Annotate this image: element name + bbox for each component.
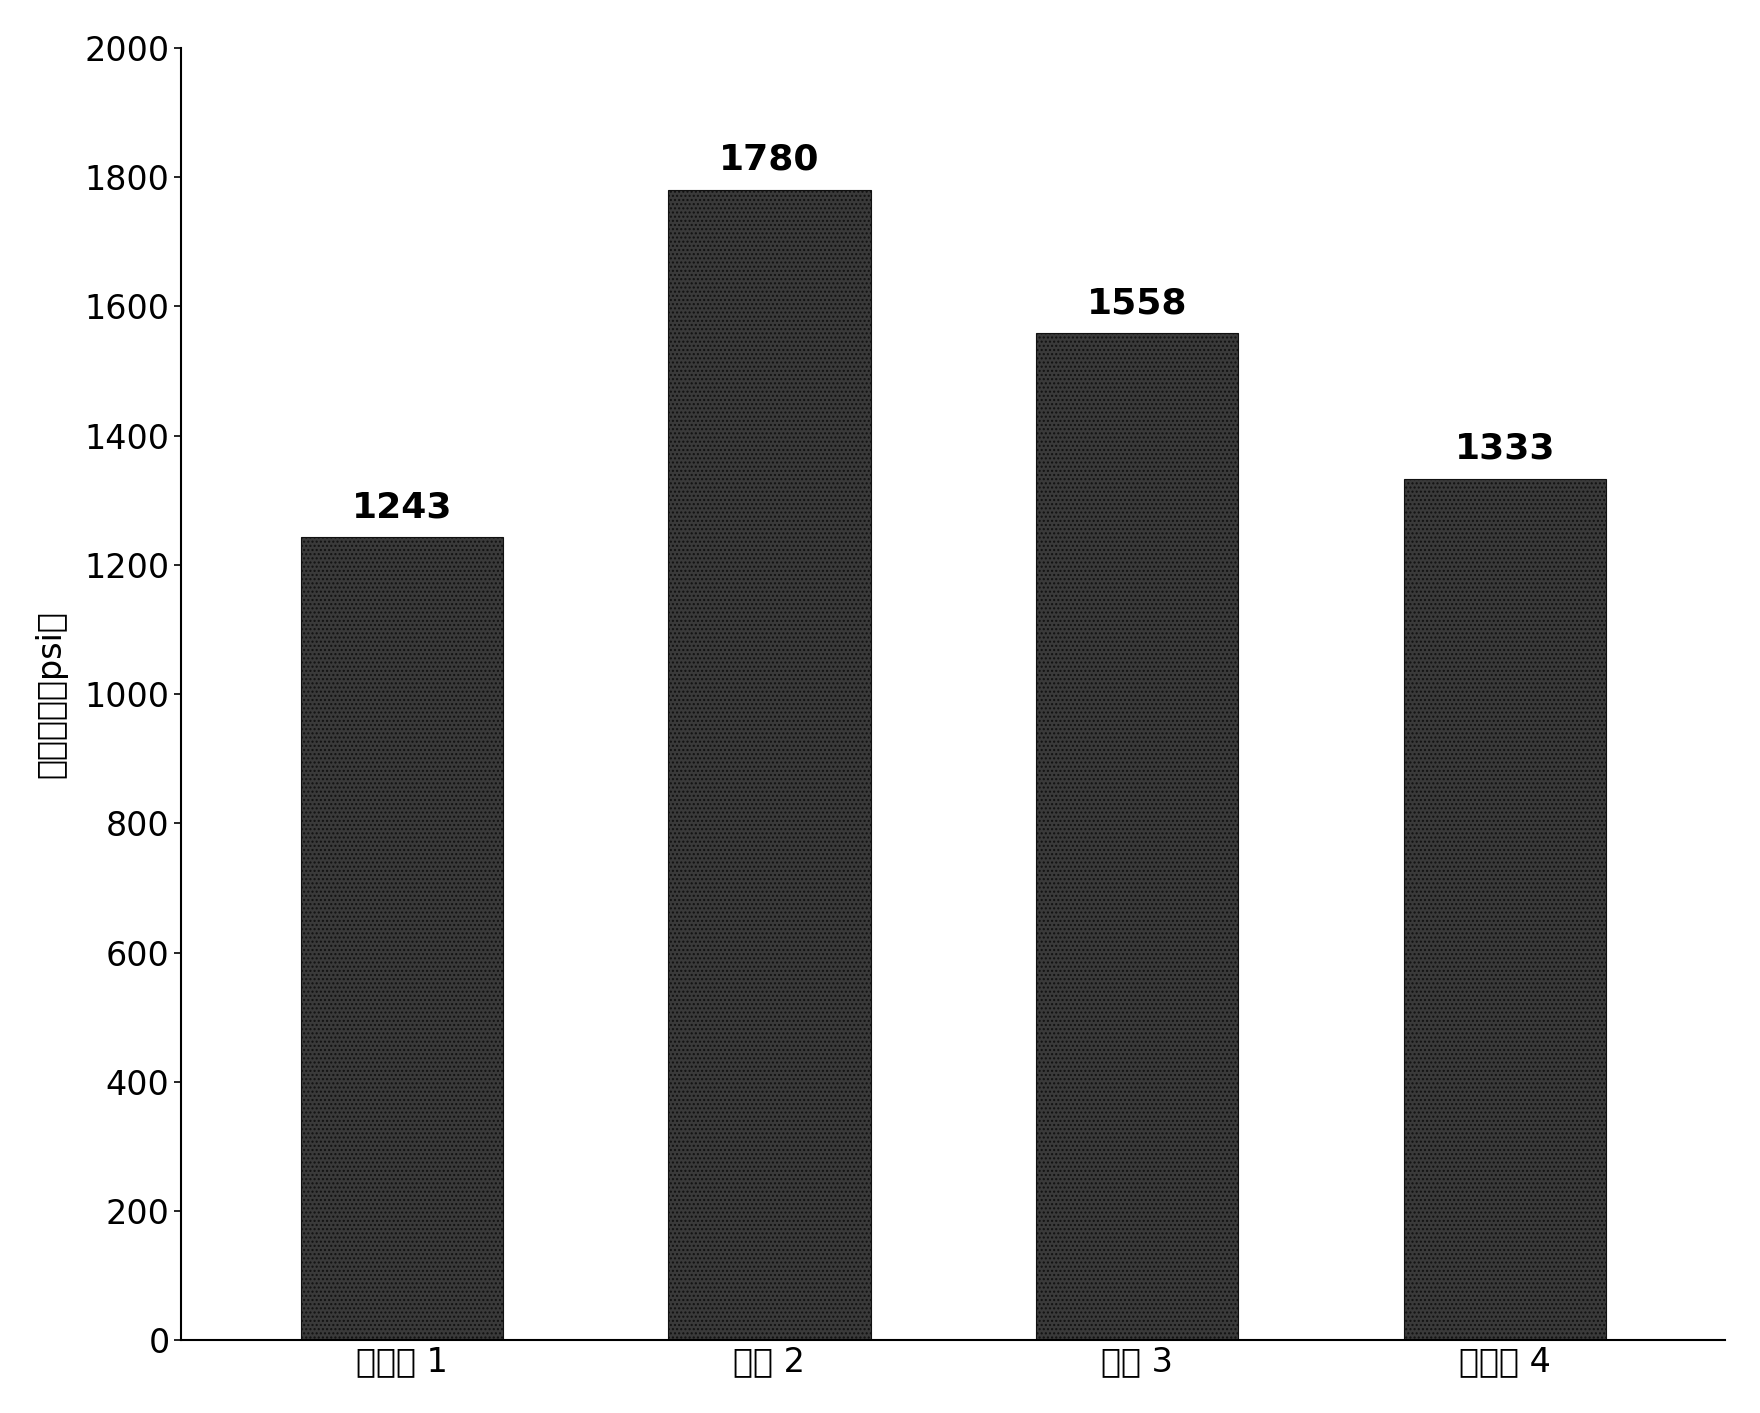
Bar	[1037, 333, 1239, 1341]
Bar	[1404, 479, 1605, 1341]
Y-axis label: 拉伸强度（psi）: 拉伸强度（psi）	[35, 610, 67, 779]
Text: 1558: 1558	[1088, 287, 1188, 321]
Text: 1780: 1780	[720, 143, 820, 177]
Text: 1243: 1243	[352, 490, 452, 524]
Bar	[301, 537, 503, 1341]
Bar	[669, 189, 871, 1341]
Text: 1333: 1333	[1454, 432, 1556, 466]
